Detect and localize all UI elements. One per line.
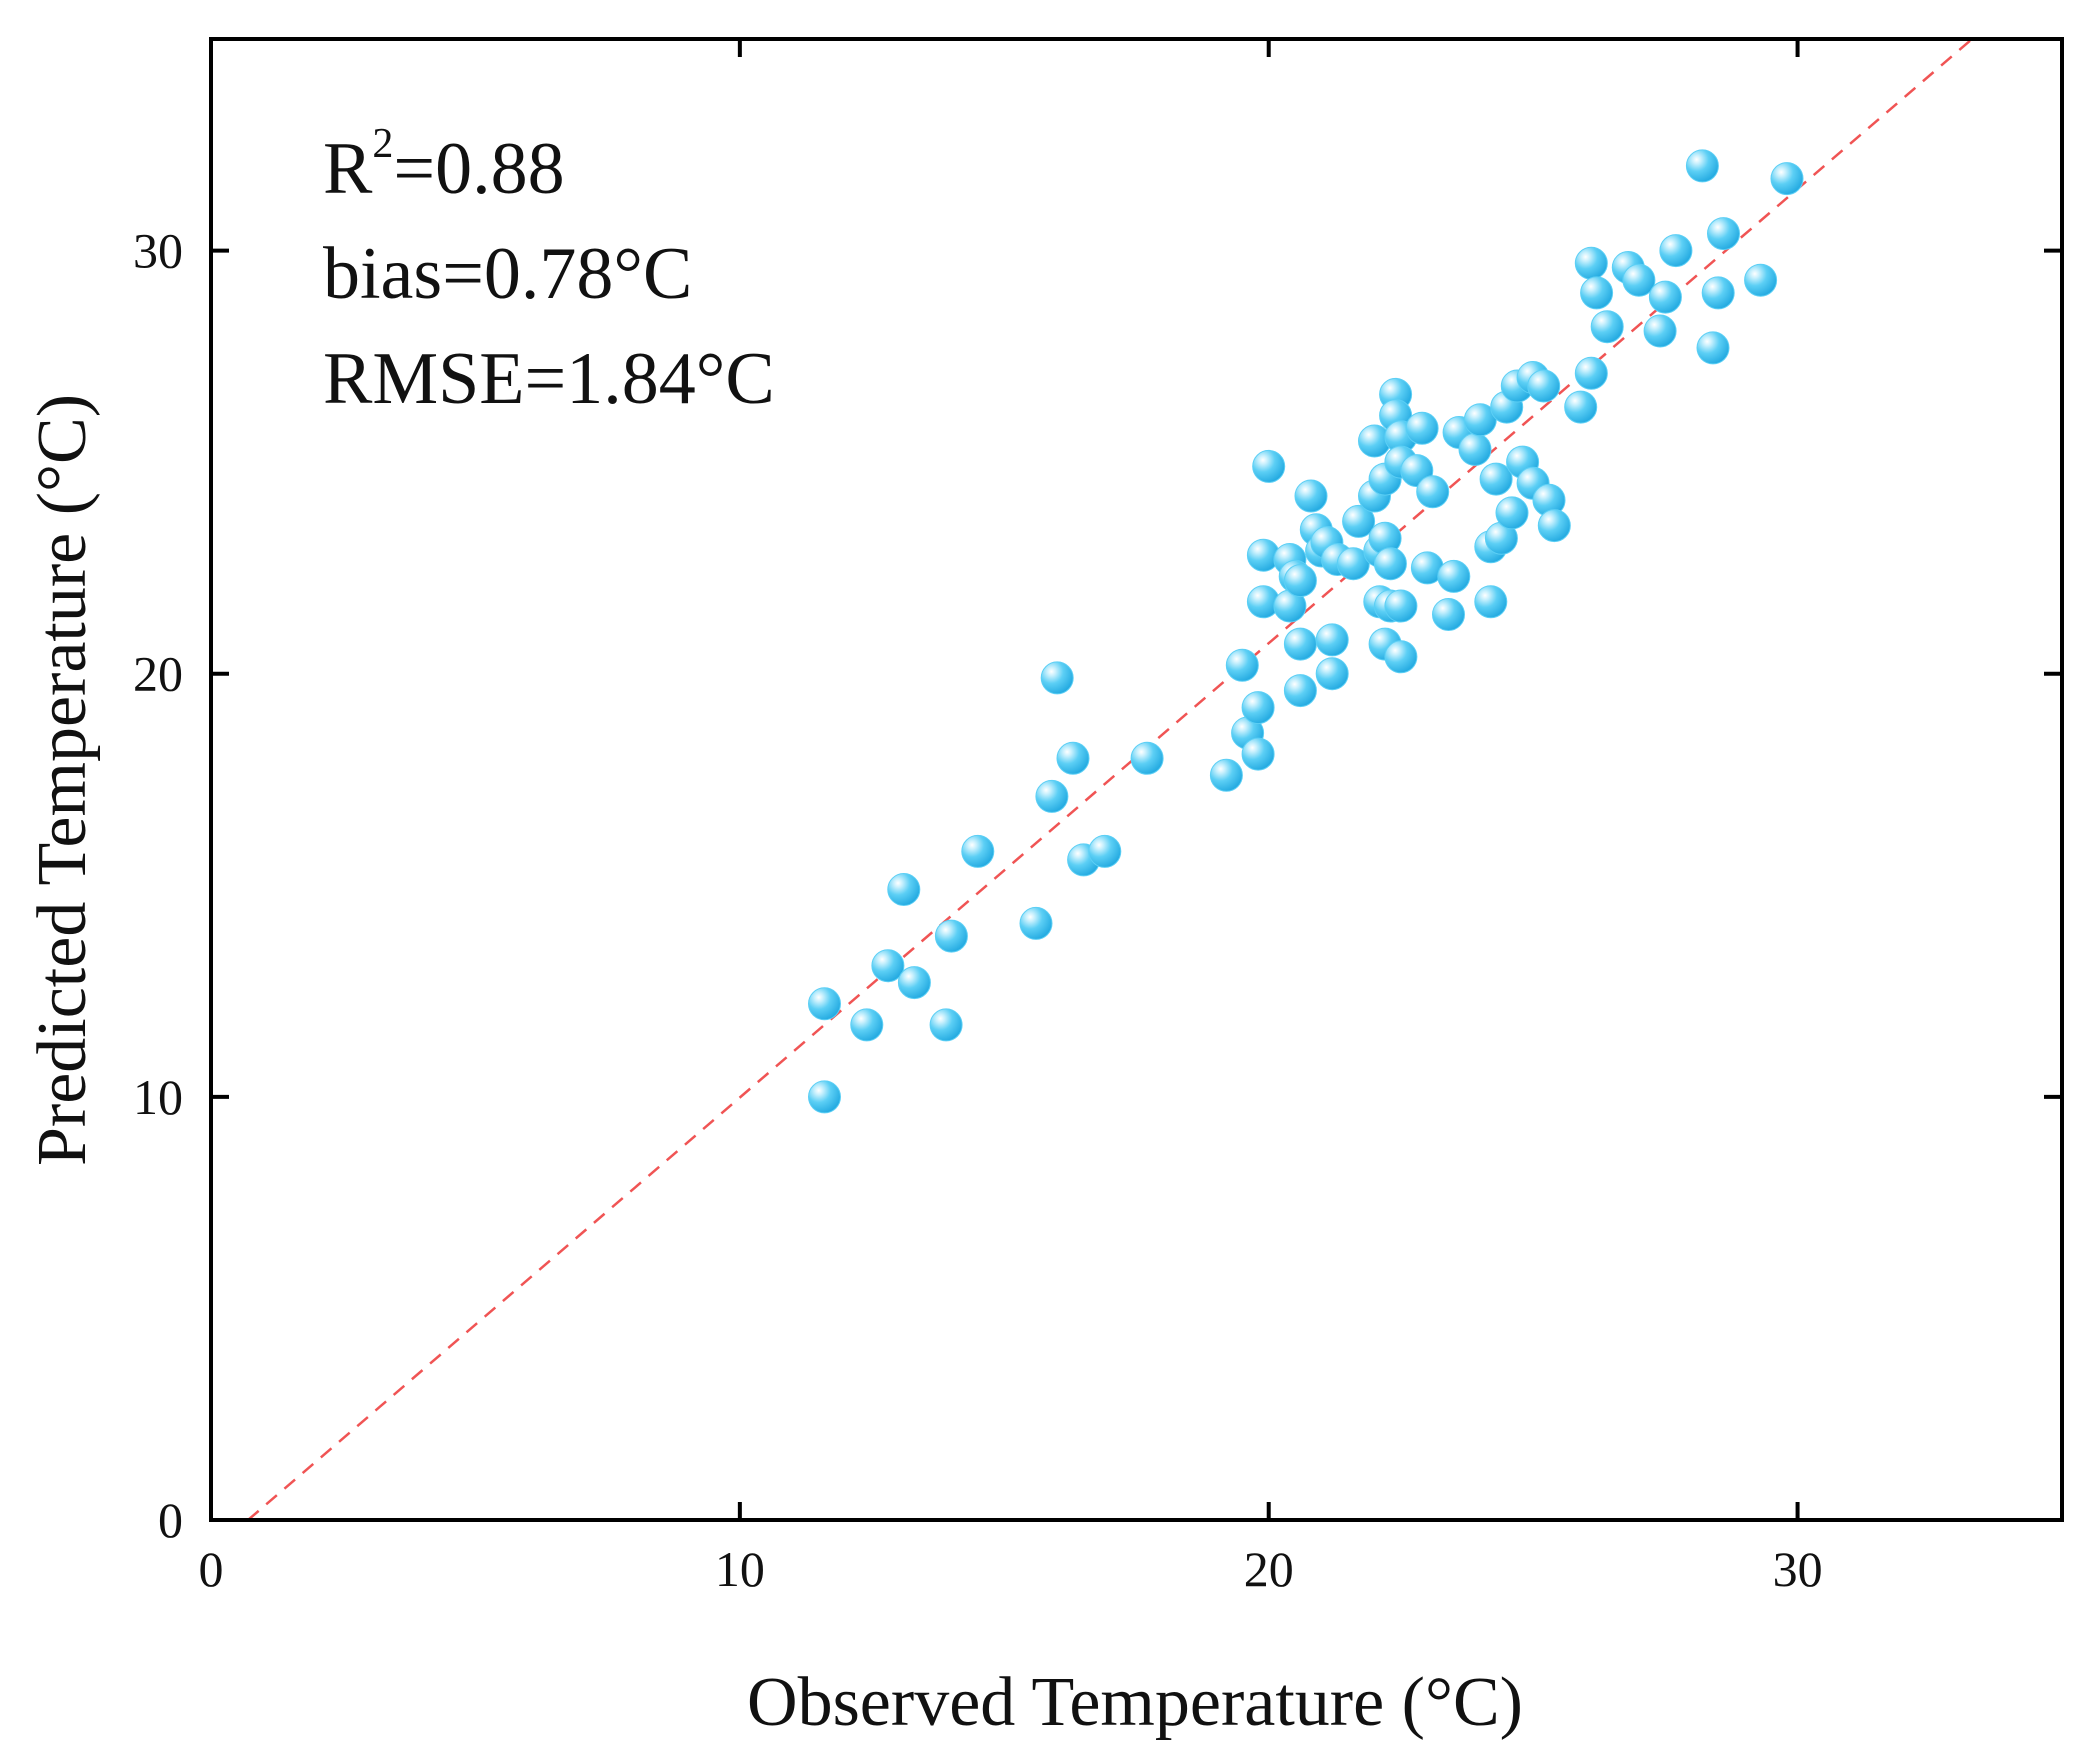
reference-line-1to1 [247, 39, 1973, 1520]
x-tick-label: 0 [199, 1541, 224, 1597]
data-point [1574, 356, 1608, 390]
data-point [1622, 263, 1656, 297]
data-point [1432, 598, 1465, 631]
data-point [1130, 741, 1164, 775]
data-point [1384, 589, 1418, 623]
data-point [1574, 246, 1608, 280]
r2-annotation: R2=0.88 [323, 121, 565, 210]
x-tick-label: 10 [715, 1541, 765, 1597]
data-point [1495, 496, 1529, 530]
data-point [1744, 263, 1778, 297]
x-tick-label: 20 [1244, 1541, 1294, 1597]
data-point [1209, 758, 1243, 792]
r2-base: R [323, 128, 373, 210]
data-point [961, 834, 995, 868]
data-point [1241, 691, 1275, 725]
data-point [1479, 462, 1513, 496]
data-point [887, 873, 921, 906]
data-point [1040, 661, 1074, 695]
data-point [1283, 564, 1317, 598]
x-axis-title: Observed Temperature (°C) [747, 1664, 1523, 1741]
y-axis-title: Predicted Temperature (°C) [24, 394, 101, 1166]
data-point [1701, 276, 1735, 310]
data-point [871, 949, 905, 983]
data-point [1315, 623, 1349, 657]
r2-superscript: 2 [372, 121, 393, 167]
data-point [1384, 640, 1418, 674]
data-point [1283, 627, 1317, 661]
data-point [1056, 741, 1090, 775]
data-point [1035, 779, 1069, 813]
data-point [1580, 276, 1614, 310]
data-point [1707, 217, 1740, 251]
data-point [1241, 737, 1275, 771]
data-point [1315, 657, 1349, 691]
data-point [1373, 547, 1407, 581]
data-point [1564, 390, 1598, 424]
bias-annotation: bias=0.78°C [323, 233, 692, 315]
data-point [1643, 314, 1677, 348]
data-point [1252, 449, 1286, 483]
data-point [1405, 411, 1439, 445]
y-tick-label: 0 [158, 1492, 183, 1548]
data-point [1294, 479, 1328, 513]
data-point [1437, 559, 1471, 593]
data-point [1527, 369, 1561, 403]
rmse-annotation: RMSE=1.84°C [323, 338, 775, 420]
y-tick-label: 20 [133, 646, 183, 702]
data-point [1458, 432, 1492, 466]
data-point [1283, 674, 1317, 708]
x-tick-label: 30 [1773, 1541, 1823, 1597]
data-point [850, 1008, 884, 1042]
data-point [1088, 834, 1122, 868]
data-point [1590, 310, 1624, 344]
data-point [934, 919, 968, 953]
data-point [1685, 149, 1719, 183]
data-point [1537, 509, 1571, 543]
data-point [1342, 504, 1376, 538]
data-point [1225, 648, 1259, 682]
data-point [1416, 475, 1450, 509]
data-point [808, 987, 841, 1021]
y-tick-label: 30 [133, 223, 183, 279]
plot-frame [209, 37, 2064, 1522]
data-point [1648, 280, 1682, 314]
data-point [1019, 906, 1053, 940]
data-point [897, 966, 931, 1000]
data-point [1659, 234, 1693, 268]
data-point [808, 1080, 841, 1114]
data-point [1696, 331, 1730, 365]
data-point [929, 1008, 963, 1042]
data-point [1770, 162, 1804, 196]
data-point [1474, 585, 1508, 619]
y-tick-label: 10 [133, 1069, 183, 1125]
r2-value: =0.88 [393, 128, 564, 210]
